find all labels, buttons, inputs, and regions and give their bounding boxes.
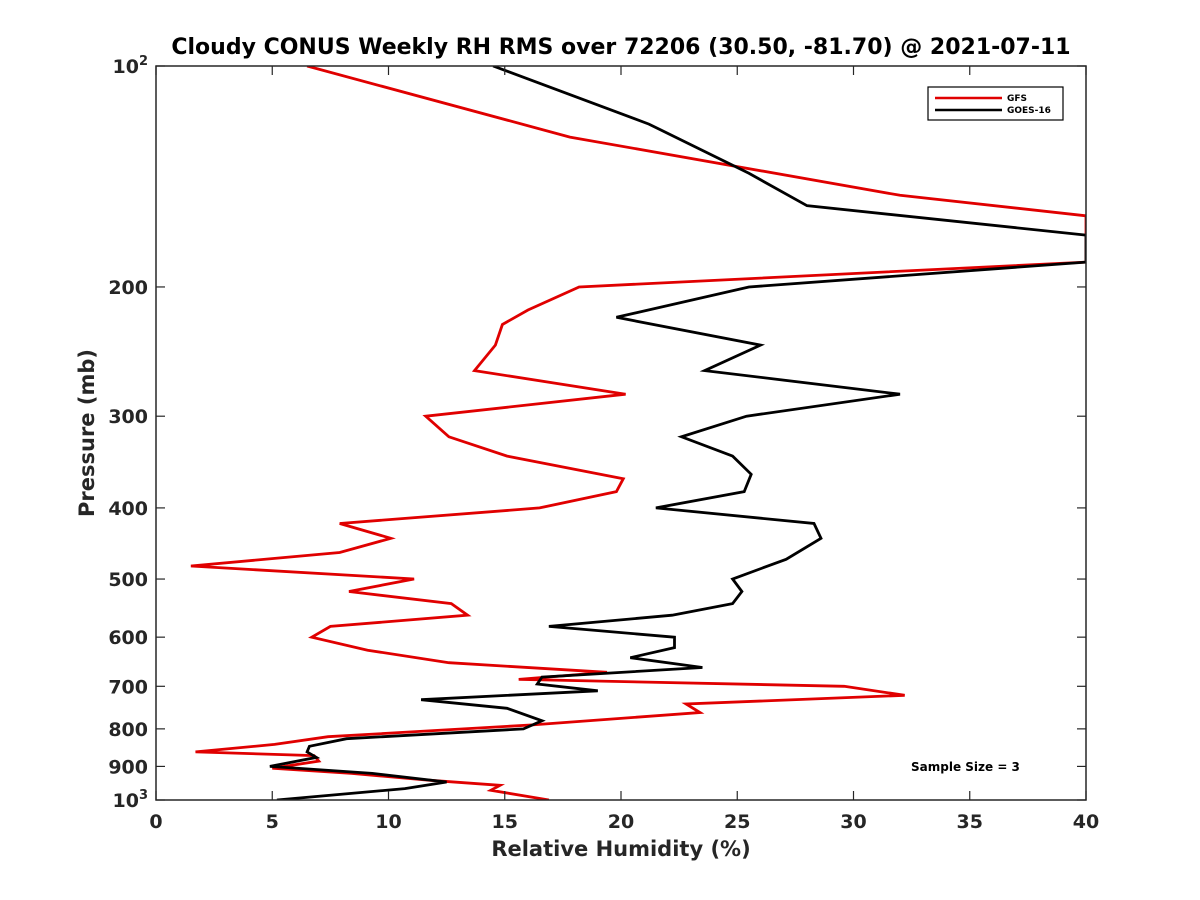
x-tick-label: 5: [266, 811, 279, 833]
x-tick-label: 25: [724, 811, 750, 833]
y-tick-label: 600: [108, 627, 148, 649]
chart-title: Cloudy CONUS Weekly RH RMS over 72206 (3…: [171, 35, 1070, 60]
x-tick-label: 20: [608, 811, 634, 833]
x-tick-label: 35: [957, 811, 983, 833]
y-tick-label: 300: [108, 406, 148, 428]
legend: GFS GOES-16: [927, 86, 1064, 121]
series-line-gfs: [190, 66, 1086, 800]
y-tick-label: 103: [113, 788, 149, 812]
x-tick-label: 15: [492, 811, 518, 833]
y-tick-label: 102: [113, 54, 149, 78]
legend-box: [927, 86, 1064, 121]
y-tick-label: 900: [108, 756, 148, 778]
series-layer: [190, 66, 1086, 800]
y-axis-label: Pressure (mb): [75, 349, 99, 517]
y-tick-label: 400: [108, 498, 148, 520]
x-axis: 0 5 10 15 20 25 30 35 40: [149, 66, 1099, 833]
x-tick-label: 10: [375, 811, 401, 833]
y-tick-label: 500: [108, 569, 148, 591]
sample-size-annotation: Sample Size = 3: [911, 760, 1020, 774]
legend-label-gfs: GFS: [1007, 94, 1027, 104]
y-tick-label: 800: [108, 719, 148, 741]
y-axis: 102 200 300 400 500 600 700 800 900 103: [108, 54, 1086, 812]
legend-label-goes-16: GOES-16: [1007, 106, 1051, 116]
y-tick-label: 700: [108, 676, 148, 698]
x-tick-label: 30: [840, 811, 866, 833]
x-tick-label: 0: [149, 811, 162, 833]
x-axis-label: Relative Humidity (%): [491, 837, 750, 861]
x-tick-label: 40: [1073, 811, 1099, 833]
y-tick-label: 200: [108, 277, 148, 299]
series-line-goes-16: [269, 66, 1086, 800]
